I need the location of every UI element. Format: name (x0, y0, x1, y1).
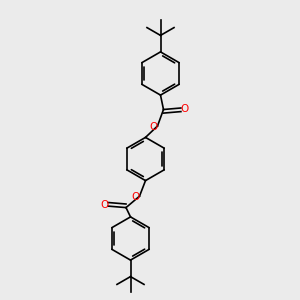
Text: O: O (149, 122, 158, 132)
Text: O: O (100, 200, 108, 210)
Text: O: O (180, 104, 189, 114)
Text: O: O (131, 192, 140, 202)
